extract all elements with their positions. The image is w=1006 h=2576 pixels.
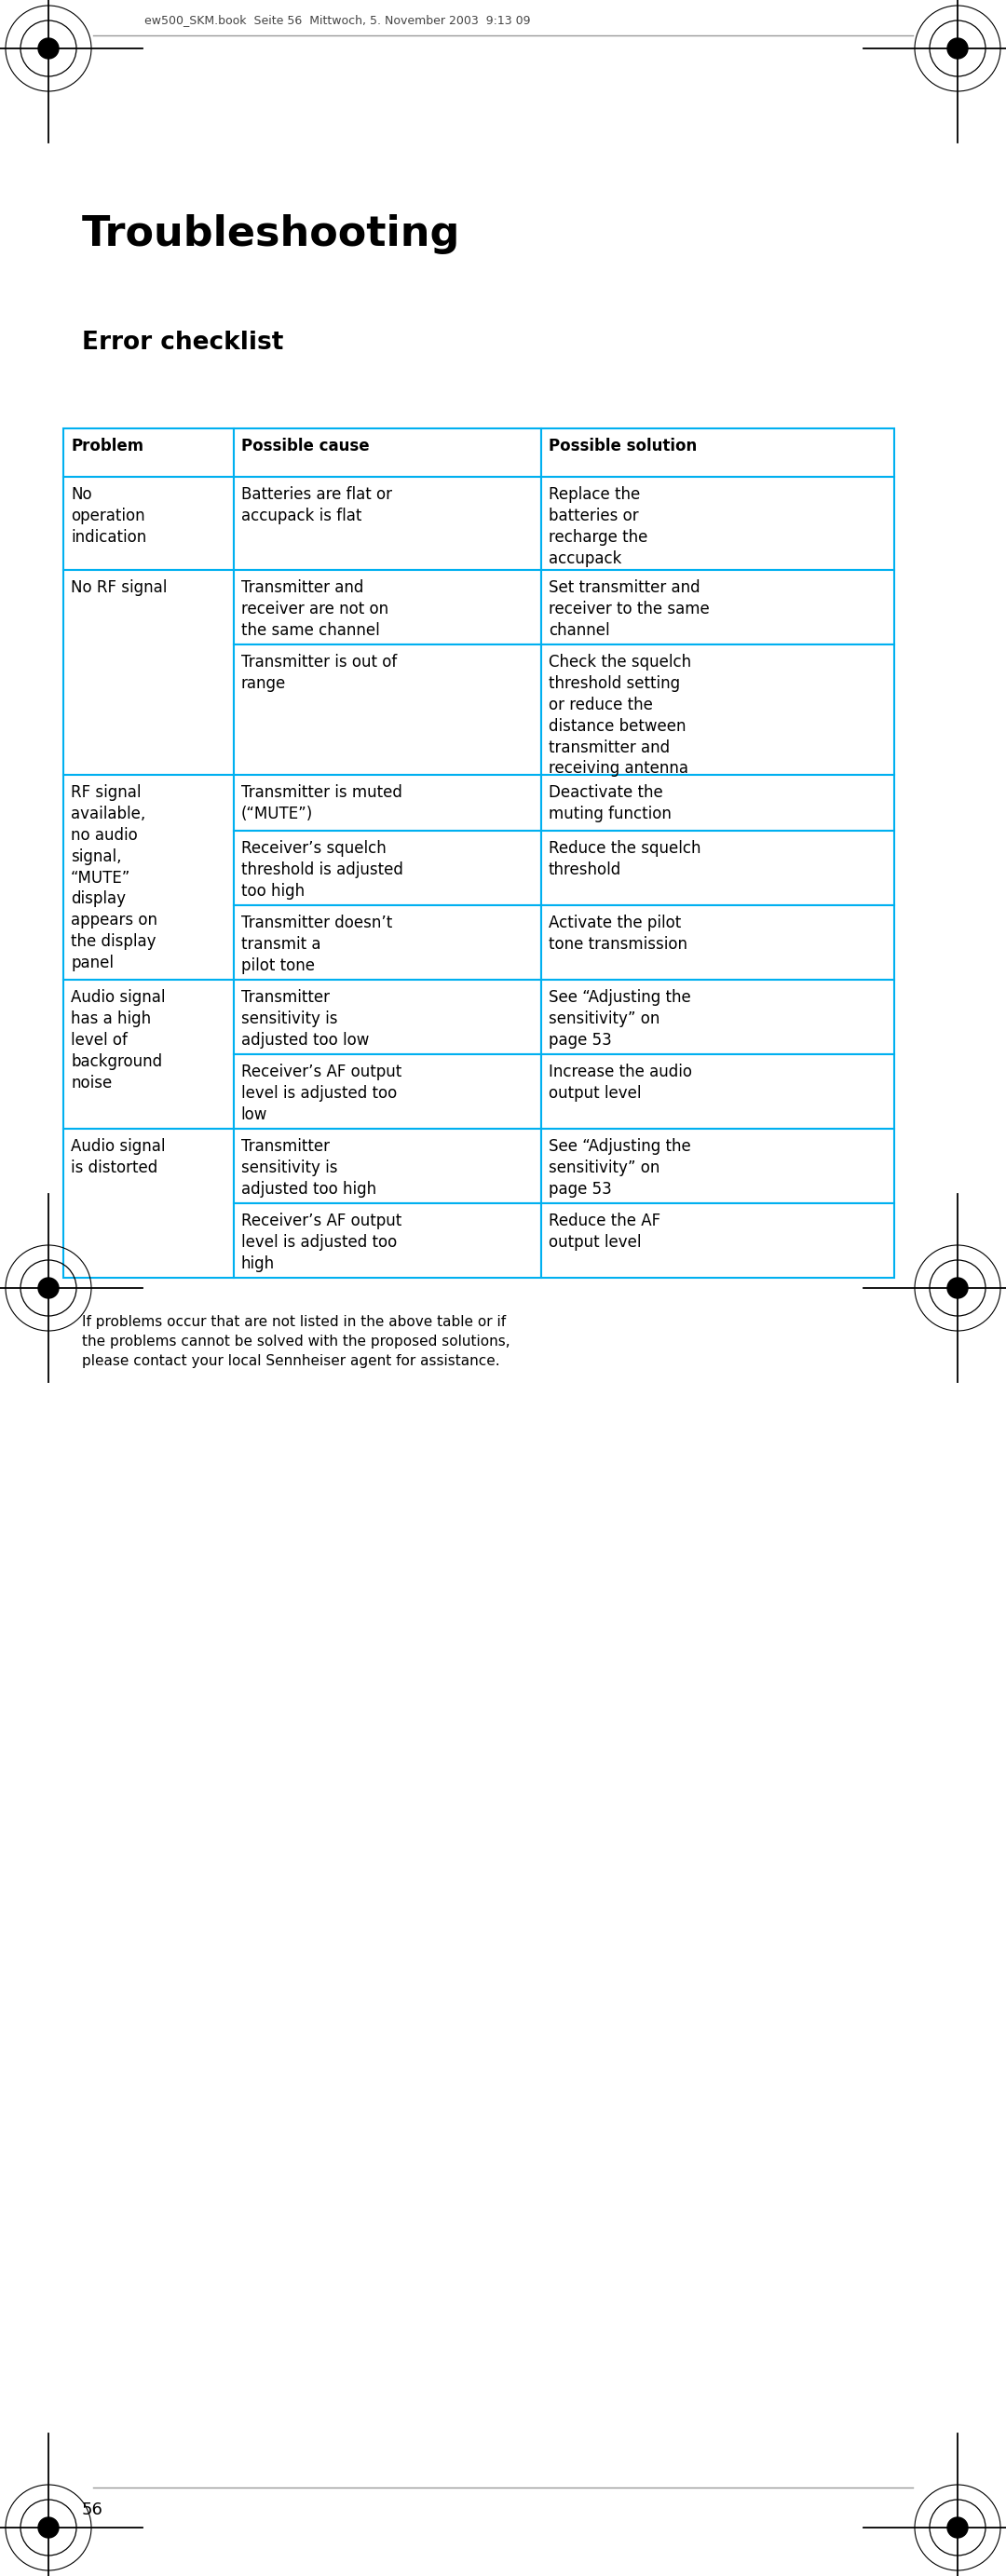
Bar (541, 979, 894, 1054)
Text: Audio signal
is distorted: Audio signal is distorted (70, 1139, 165, 1177)
Bar (541, 569, 894, 644)
Text: Possible solution: Possible solution (548, 438, 697, 453)
Text: Error checklist: Error checklist (81, 330, 284, 355)
Circle shape (948, 2517, 968, 2537)
Text: RF signal
available,
no audio
signal,
“MUTE”
display
appears on
the display
pane: RF signal available, no audio signal, “M… (70, 783, 157, 971)
Text: Possible cause: Possible cause (241, 438, 369, 453)
Text: Reduce the squelch
threshold: Reduce the squelch threshold (548, 840, 701, 878)
Bar (233, 1203, 541, 1278)
Text: Increase the audio
output level: Increase the audio output level (548, 1064, 692, 1103)
Bar (233, 644, 541, 775)
Bar (63, 428, 233, 477)
Text: Receiver’s AF output
level is adjusted too
low: Receiver’s AF output level is adjusted t… (241, 1064, 401, 1123)
Bar (541, 644, 894, 775)
Text: See “Adjusting the
sensitivity” on
page 53: See “Adjusting the sensitivity” on page … (548, 1139, 691, 1198)
Bar (541, 775, 894, 829)
Bar (63, 979, 233, 1128)
Text: Transmitter is out of
range: Transmitter is out of range (241, 654, 397, 693)
Text: Batteries are flat or
accupack is flat: Batteries are flat or accupack is flat (241, 487, 392, 526)
Text: Troubleshooting: Troubleshooting (81, 214, 461, 255)
Circle shape (38, 1278, 58, 1298)
Bar (541, 477, 894, 569)
Bar (63, 569, 233, 775)
Text: Transmitter doesn’t
transmit a
pilot tone: Transmitter doesn’t transmit a pilot ton… (241, 914, 392, 974)
Bar (233, 569, 541, 644)
Bar (63, 1128, 233, 1278)
Text: Reduce the AF
output level: Reduce the AF output level (548, 1213, 661, 1252)
Text: Transmitter is muted
(“MUTE”): Transmitter is muted (“MUTE”) (241, 783, 402, 822)
Circle shape (38, 2517, 58, 2537)
Circle shape (38, 39, 58, 59)
Text: See “Adjusting the
sensitivity” on
page 53: See “Adjusting the sensitivity” on page … (548, 989, 691, 1048)
Text: Transmitter and
receiver are not on
the same channel: Transmitter and receiver are not on the … (241, 580, 388, 639)
Bar (233, 1054, 541, 1128)
Text: Audio signal
has a high
level of
background
noise: Audio signal has a high level of backgro… (70, 989, 165, 1092)
Text: If problems occur that are not listed in the above table or if
the problems cann: If problems occur that are not listed in… (81, 1314, 510, 1368)
Text: No
operation
indication: No operation indication (70, 487, 147, 546)
Text: Transmitter
sensitivity is
adjusted too high: Transmitter sensitivity is adjusted too … (241, 1139, 376, 1198)
Text: Deactivate the
muting function: Deactivate the muting function (548, 783, 671, 822)
Bar (541, 1128, 894, 1203)
Bar (541, 904, 894, 979)
Bar (63, 775, 233, 979)
Bar (233, 477, 541, 569)
Circle shape (948, 39, 968, 59)
Text: ew500_SKM.book  Seite 56  Mittwoch, 5. November 2003  9:13 09: ew500_SKM.book Seite 56 Mittwoch, 5. Nov… (145, 13, 530, 26)
Bar (63, 477, 233, 569)
Text: No RF signal: No RF signal (70, 580, 167, 595)
Bar (233, 979, 541, 1054)
Bar (233, 829, 541, 904)
Bar (541, 829, 894, 904)
Bar (233, 775, 541, 829)
Text: Problem: Problem (70, 438, 144, 453)
Bar (541, 1203, 894, 1278)
Bar (233, 1128, 541, 1203)
Text: Receiver’s squelch
threshold is adjusted
too high: Receiver’s squelch threshold is adjusted… (241, 840, 403, 899)
Text: Replace the
batteries or
recharge the
accupack: Replace the batteries or recharge the ac… (548, 487, 648, 567)
Text: Activate the pilot
tone transmission: Activate the pilot tone transmission (548, 914, 687, 953)
Text: 56: 56 (81, 2501, 104, 2519)
Text: Transmitter
sensitivity is
adjusted too low: Transmitter sensitivity is adjusted too … (241, 989, 369, 1048)
Text: Check the squelch
threshold setting
or reduce the
distance between
transmitter a: Check the squelch threshold setting or r… (548, 654, 691, 778)
Bar (233, 904, 541, 979)
Text: Set transmitter and
receiver to the same
channel: Set transmitter and receiver to the same… (548, 580, 709, 639)
Text: Receiver’s AF output
level is adjusted too
high: Receiver’s AF output level is adjusted t… (241, 1213, 401, 1273)
Bar (541, 428, 894, 477)
Circle shape (948, 1278, 968, 1298)
Bar (541, 1054, 894, 1128)
Bar (233, 428, 541, 477)
